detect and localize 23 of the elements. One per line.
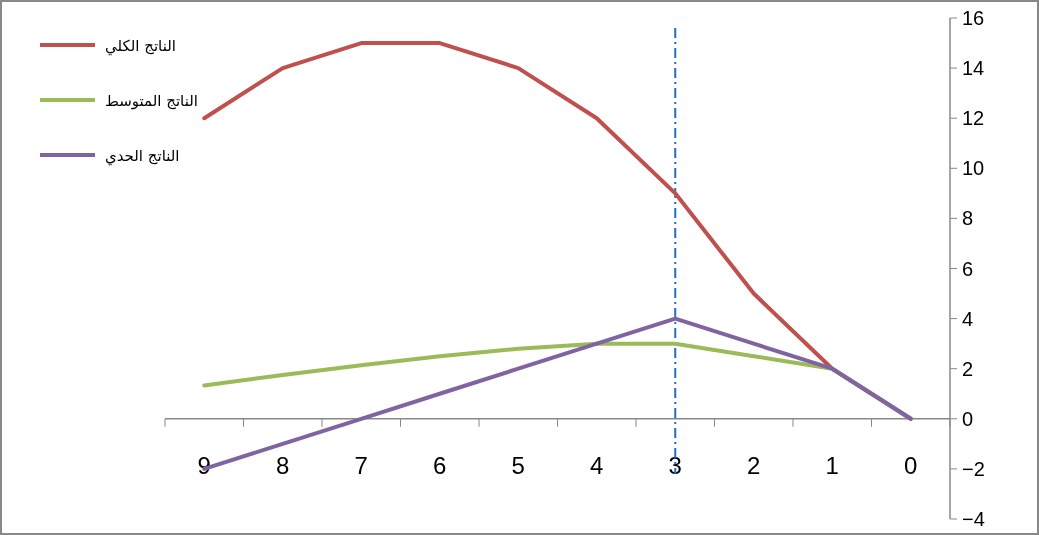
- y-tick-label: 14: [962, 57, 985, 80]
- x-tick-label: 0: [904, 451, 918, 479]
- y-tick-label: 6: [962, 257, 974, 280]
- x-tick-label: 8: [276, 451, 290, 479]
- y-tick-label: 4: [962, 307, 974, 330]
- x-tick-label: 4: [590, 451, 604, 479]
- y-tick-label: −2: [962, 457, 985, 480]
- x-tick-label: 2: [747, 451, 761, 479]
- legend-label: الناتج الحدي: [105, 147, 180, 166]
- legend-label: الناتج المتوسط: [105, 92, 198, 110]
- y-tick-label: 16: [962, 7, 985, 29]
- y-tick-label: −4: [962, 508, 985, 530]
- x-tick-label: 6: [433, 451, 447, 479]
- y-tick-label: 2: [962, 357, 974, 380]
- x-tick-label: 3: [668, 451, 682, 479]
- legend-label: الناتج الكلي: [105, 37, 176, 56]
- y-tick-label: 10: [962, 157, 985, 180]
- y-tick-label: 8: [962, 207, 974, 230]
- x-tick-label: 7: [354, 451, 368, 479]
- y-tick-label: 0: [962, 407, 974, 430]
- x-tick-label: 5: [511, 451, 525, 479]
- x-tick-label: 1: [825, 451, 839, 479]
- y-tick-label: 12: [962, 107, 985, 130]
